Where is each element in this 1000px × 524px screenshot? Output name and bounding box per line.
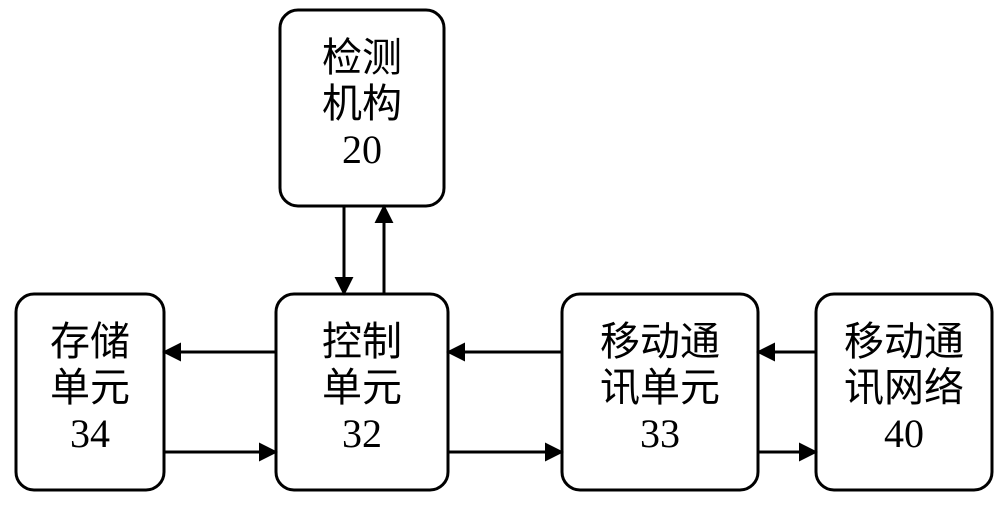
node-n40-line-2: 40 [884, 411, 924, 456]
node-n20: 检测机构20 [280, 10, 444, 206]
node-n32-line-0: 控制 [322, 319, 402, 364]
node-n40: 移动通讯网络40 [816, 294, 992, 490]
node-n20-line-1: 机构 [322, 81, 402, 126]
node-n32-line-2: 32 [342, 411, 382, 456]
node-n34: 存储单元34 [16, 294, 164, 490]
node-n20-line-2: 20 [342, 127, 382, 172]
node-n33: 移动通讯单元33 [562, 294, 758, 490]
node-n34-line-0: 存储 [50, 319, 130, 364]
node-n34-line-2: 34 [70, 411, 110, 456]
nodes-layer: 检测机构20存储单元34控制单元32移动通讯单元33移动通讯网络40 [16, 10, 992, 490]
node-n32-line-1: 单元 [322, 365, 402, 410]
node-n40-line-0: 移动通 [844, 319, 964, 364]
node-n33-line-2: 33 [640, 411, 680, 456]
node-n33-line-0: 移动通 [600, 319, 720, 364]
node-n32: 控制单元32 [276, 294, 448, 490]
node-n33-line-1: 讯单元 [600, 365, 720, 410]
node-n40-line-1: 讯网络 [844, 365, 964, 410]
node-n20-line-0: 检测 [322, 35, 402, 80]
node-n34-line-1: 单元 [50, 365, 130, 410]
